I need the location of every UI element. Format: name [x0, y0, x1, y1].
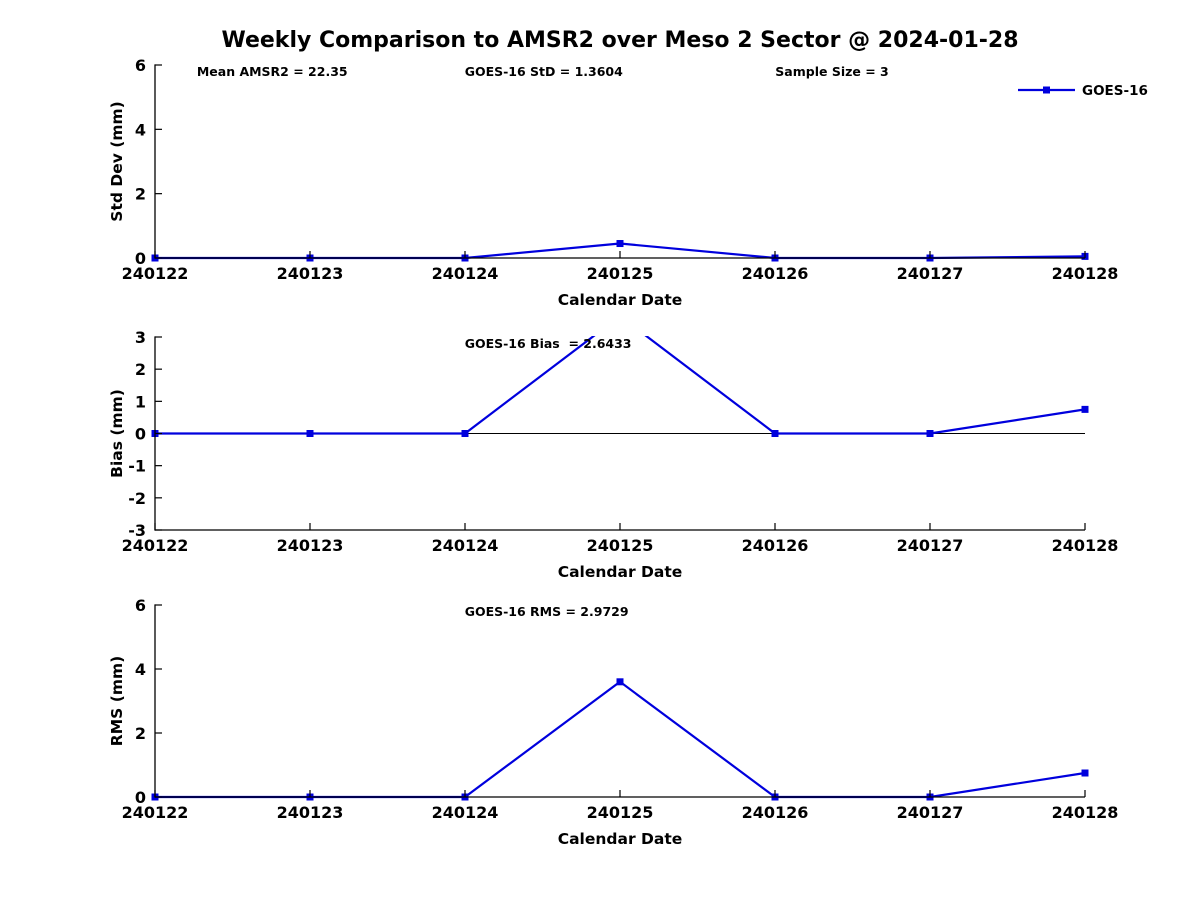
x-tick-label: 240128	[1052, 264, 1119, 283]
x-tick-label: 240124	[432, 264, 499, 283]
x-tick-label: 240125	[587, 803, 654, 822]
y-tick-label: -2	[128, 489, 146, 508]
x-tick-label: 240127	[897, 264, 964, 283]
x-tick-label: 240122	[122, 803, 189, 822]
goes-16-series-line	[155, 336, 1086, 435]
x-tick-label: 240128	[1052, 536, 1119, 555]
y-tick-label: -1	[128, 457, 146, 476]
x-tick-label: 240122	[122, 264, 189, 283]
x-tick-label: 240126	[742, 803, 809, 822]
x-tick-label: 240127	[897, 536, 964, 555]
data-point-marker	[616, 678, 624, 686]
x-tick-label: 240124	[432, 803, 499, 822]
x-tick-label: 240124	[432, 536, 499, 555]
y-tick-label: 2	[135, 185, 146, 204]
y-tick-label: 4	[135, 660, 146, 679]
x-tick-label: 240126	[742, 264, 809, 283]
data-point-marker	[926, 430, 934, 437]
data-point-marker	[1081, 405, 1089, 413]
x-tick-label: 240126	[742, 536, 809, 555]
rms-chart: 0 2 4 6 240122 240123 240124 240125 240126 240127…	[108, 596, 1118, 848]
y-tick-label: 6	[135, 596, 146, 615]
bias-chart: -3 -2 -1 0 1 2 3 240122 240123 240124 240125 240126…	[108, 328, 1119, 581]
y-tick-label: 2	[135, 360, 146, 379]
x-tick-label: 240123	[277, 536, 344, 555]
annotation-text: Sample Size = 3	[775, 64, 888, 79]
y-tick-label: 3	[135, 328, 146, 347]
y-axis-label: Std Dev (mm)	[108, 101, 126, 221]
data-point-marker	[771, 430, 779, 437]
annotation-text: Mean AMSR2 = 22.35	[197, 64, 348, 79]
y-tick-label: 0	[135, 788, 146, 807]
std-dev-chart: 0 2 4 6 240122 240123 240124 240125 240126 240127…	[108, 56, 1148, 309]
x-tick-label: 240125	[587, 536, 654, 555]
data-point-marker	[306, 430, 314, 437]
y-tick-label: 2	[135, 724, 146, 743]
x-tick-label: 240128	[1052, 803, 1119, 822]
y-tick-label: 6	[135, 56, 146, 75]
y-tick-label: 4	[135, 120, 146, 139]
y-axis-label: RMS (mm)	[108, 656, 126, 746]
figure-title: Weekly Comparison to AMSR2 over Meso 2 S…	[221, 28, 1019, 53]
x-axis-label: Calendar Date	[558, 830, 683, 848]
y-tick-label: 0	[135, 249, 146, 268]
x-tick-label: 240127	[897, 803, 964, 822]
legend-marker	[1043, 86, 1050, 94]
annotation-text: GOES-16 RMS = 2.9729	[465, 604, 629, 619]
y-axis-label: Bias (mm)	[108, 389, 126, 478]
x-tick-label: 240122	[122, 536, 189, 555]
annotation-text: GOES-16 StD = 1.3604	[465, 64, 623, 79]
y-tick-label: 0	[135, 425, 146, 444]
data-point-marker	[616, 240, 624, 248]
x-tick-label: 240123	[277, 803, 344, 822]
annotation-text: GOES-16 Bias = 2.6433	[465, 336, 632, 351]
x-tick-label: 240125	[587, 264, 654, 283]
goes-16-series-line	[155, 680, 1086, 799]
y-tick-label: 1	[135, 392, 146, 411]
data-point-marker	[461, 430, 469, 437]
x-axis-label: Calendar Date	[558, 563, 683, 581]
legend-label: GOES-16	[1082, 83, 1148, 99]
data-point-marker	[1081, 769, 1089, 777]
x-axis-label: Calendar Date	[558, 291, 683, 309]
y-tick-label: -3	[128, 521, 146, 540]
x-tick-label: 240123	[277, 264, 344, 283]
